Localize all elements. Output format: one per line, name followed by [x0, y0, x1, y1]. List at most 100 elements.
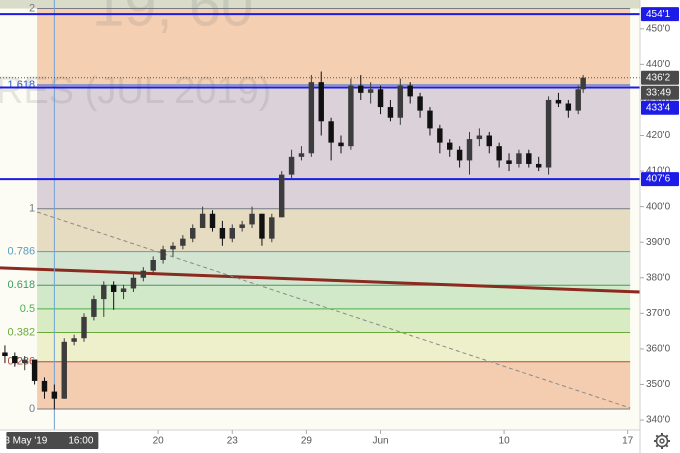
candle-body [298, 153, 305, 157]
crosshair-label-box [6, 432, 99, 449]
fib-zone [37, 208, 631, 252]
fib-level-label: 2 [29, 2, 35, 14]
candle-body [160, 249, 166, 260]
candle-body [580, 77, 586, 90]
candle-body [496, 146, 502, 161]
candle-body [447, 142, 453, 150]
fib-level-label: 0.618 [8, 279, 36, 291]
candle-body [219, 227, 226, 239]
countdown-label-box [641, 85, 679, 100]
candle-body [387, 107, 394, 118]
candle-body [555, 99, 562, 104]
x-tick-label: 20 [153, 436, 165, 447]
countdown-label: 33:49 [646, 87, 671, 98]
candle-body [535, 163, 542, 168]
candle-body [338, 142, 344, 147]
candle-body [308, 82, 315, 154]
candle-body [545, 99, 552, 168]
fib-zone [0, 0, 640, 9]
candle-body [427, 110, 433, 129]
fib-zone [37, 308, 631, 333]
candle-body [2, 352, 8, 357]
candle-body [348, 85, 354, 147]
watermark-symbol: 19, 60 [92, 0, 253, 38]
candle-body [476, 135, 483, 140]
fib-zone [37, 8, 631, 86]
candle-body [288, 156, 295, 175]
y-tick-label: 390'0 [646, 237, 671, 248]
y-tick-label: 410'0 [646, 166, 671, 177]
candle-body [259, 213, 265, 239]
fib-level-label: 0.786 [8, 246, 36, 258]
y-tick-label: 430'0 [646, 95, 671, 106]
watermark-description: RES (JUL 2019) [0, 70, 271, 112]
x-tick-label: 10 [499, 436, 511, 447]
candle-body [120, 288, 127, 293]
candle-body [140, 270, 147, 278]
y-tick-label: 380'0 [646, 272, 671, 283]
fib-level-label: 0 [29, 403, 35, 415]
candle-body [51, 391, 58, 399]
candle-body [81, 316, 87, 339]
candle-body [367, 89, 374, 93]
y-tick-label: 400'0 [646, 201, 671, 212]
axes: 340'0 350'0 360'0 370'0 380'0 390'0 400'0 410'0… [0, 7, 679, 449]
plot [0, 0, 640, 430]
candle-body [170, 245, 176, 250]
candle-body [526, 153, 532, 164]
x-tick-label: 29 [301, 436, 313, 447]
horizontal-line-label: 407'6 [646, 174, 671, 185]
candle-body [91, 299, 97, 317]
fib-zone [37, 332, 631, 362]
candle-body [417, 96, 423, 111]
last-price-label: 436'2 [646, 72, 671, 83]
candle-body [130, 277, 137, 289]
x-tick-label: 23 [227, 436, 239, 447]
candle-body [565, 103, 572, 111]
candle-body [269, 217, 275, 239]
fib-level-label: 0.5 [20, 303, 35, 315]
candle-body [486, 135, 492, 147]
candle-body [466, 139, 473, 161]
candle-body [239, 224, 245, 228]
y-tick-label: 440'0 [646, 59, 671, 70]
candle-body [358, 85, 364, 93]
candle-body [328, 121, 334, 143]
candle-body [407, 85, 413, 97]
candle-body [318, 82, 324, 122]
horizontal-line-label-box [641, 7, 679, 22]
candle-body [437, 128, 443, 143]
candle-body [180, 238, 186, 246]
settings-icon[interactable] [654, 433, 670, 449]
trend-line [0, 266, 640, 294]
fib-level-label: 0.382 [8, 326, 36, 338]
y-tick-label: 420'0 [646, 130, 671, 141]
candle-body [575, 89, 581, 111]
candle-body [249, 213, 255, 225]
y-tick-label: 370'0 [646, 308, 671, 319]
fib-level-label: 0.236 [8, 356, 36, 368]
candle-body [209, 213, 216, 228]
candle-body [377, 89, 384, 108]
fib-zone [37, 361, 631, 410]
fib-zone [37, 85, 631, 209]
y-tick-label: 340'0 [646, 415, 671, 426]
fib-zone [37, 285, 631, 309]
candle-body [150, 259, 156, 271]
y-tick-label: 350'0 [646, 379, 671, 390]
candle-body [456, 149, 463, 161]
candle-body [506, 160, 512, 164]
candle-body [229, 227, 235, 239]
gear-teeth [654, 433, 670, 449]
candle-body [101, 284, 107, 300]
candle-body [199, 213, 206, 228]
candle-body [21, 359, 28, 364]
fib-level-label: 1 [29, 203, 35, 215]
crosshair-time-label: 16:00 [68, 436, 93, 447]
watermark: 19, 60 RES (JUL 2019) [0, 0, 271, 112]
horizontal-line-label: 454'1 [646, 9, 671, 20]
candle-body [278, 174, 285, 218]
gear-hub [659, 438, 665, 444]
